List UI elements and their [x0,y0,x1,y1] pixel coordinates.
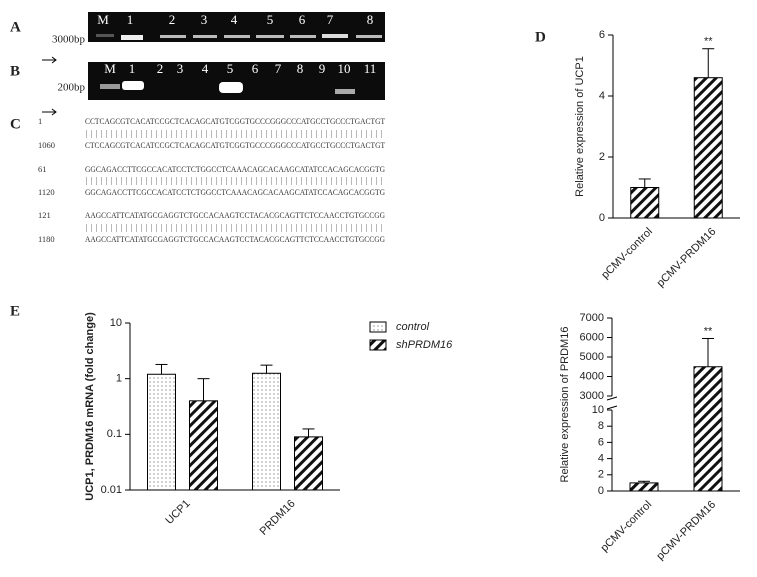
lane-label: 8 [367,12,374,27]
lane-label: 7 [275,61,282,76]
y-tick-label: 0 [598,485,604,497]
lane-label: 2 [169,12,176,27]
y-tick-label: 0 [599,212,605,224]
lane-label: 8 [297,61,304,76]
y-tick-label: 6 [598,436,604,448]
gel-b-bands [100,81,355,94]
error-bar [155,363,168,375]
position: 1180 [38,234,55,244]
position: 61 [38,164,47,174]
sequence: AAGCCATTCATATGCGAGGTCTGCCACAAGTCCTACACGC… [85,210,385,220]
y-tick-label: 2 [599,151,605,163]
sequence: GGCAGACCTTCGCCACATCCTCTGGCCTCAAACAGCACAA… [85,164,385,174]
legend-swatch [369,321,387,333]
error-bar [638,178,651,188]
y-tick-label: 0.01 [101,484,122,496]
lane-label: 3 [177,61,184,76]
lane-label: 4 [202,61,209,76]
lane-label: M [104,61,116,76]
panel-label: E [10,303,20,319]
lane-label: 1 [129,61,136,76]
panel-label: A [10,19,21,35]
y-axis-label: Relative expression of UCP1 [574,56,586,197]
lane-label: 2 [157,61,164,76]
y-axis-label: Relative expression of PRDM16 [559,327,571,483]
y-tick-label: 4 [598,453,604,465]
lane-label: 1 [127,12,134,27]
y-tick-label: 2 [598,469,604,481]
axis-break [606,405,618,410]
sequence: CCTCAGCGTCACATCCGCTCACAGCATGTCGGTGCCCGGG… [85,116,386,126]
lane-label: 10 [338,61,351,76]
y-axis-label: UCP1, PRDM16 mRNA (fold change) [84,312,96,501]
error-bar [638,480,650,483]
x-tick-label: UCP1 [163,498,192,527]
x-tick-label: pCMV-control [599,499,655,555]
y-tick-label: 4000 [580,370,604,382]
x-tick-label: pCMV-control [599,226,655,282]
arrows [42,56,57,116]
lane-label: 4 [231,12,238,27]
lane-label: 6 [252,61,259,76]
y-tick-label: 6000 [580,331,604,343]
bar [294,436,323,491]
x-tick-label: pCMV-PRDM16 [654,499,718,563]
bar [147,373,176,491]
y-tick-label: 0.1 [107,428,122,440]
bar [629,482,659,492]
y-tick-label: 10 [592,404,604,416]
x-tick-label: pCMV-PRDM16 [655,226,719,290]
position: 121 [38,210,51,220]
error-bar [260,364,273,374]
legend-swatch [369,339,387,351]
sequence: CTCCAGCGTCACATCCGCTCACAGCATGTCGGTGCCCGGG… [85,140,386,150]
lane-label: 3 [201,12,208,27]
significance: ** [704,325,713,337]
lane-label: M [97,12,109,27]
x-tick-label: PRDM16 [258,498,298,538]
bar [693,77,723,219]
y-tick-label: 6 [599,29,605,41]
y-tick-label: 8 [598,420,604,432]
lane-label: 5 [227,61,234,76]
size-label: 3000bp [52,34,86,46]
y-tick-label: 7000 [580,312,604,324]
panel-label: C [10,116,21,132]
legend-label: shPRDM16 [396,339,453,351]
lane-label: 6 [299,12,306,27]
sequence: GGCAGACCTTCGCCACATCCTCTGGCCTCAAACAGCACAA… [85,187,385,197]
error-bar [197,378,210,401]
error-bar [702,337,714,367]
lane-label: 7 [327,12,334,27]
sequence: AAGCCATTCATATGCGAGGTCTGCCACAAGTCCTACACGC… [85,234,385,244]
y-tick-label: 5000 [580,351,604,363]
position: 1060 [38,140,55,150]
lane-label: 5 [267,12,274,27]
position: 1120 [38,187,55,197]
y-tick-label: 4 [599,90,605,102]
axis-break [606,396,618,401]
legend-label: control [396,321,430,333]
error-bar [302,428,315,437]
y-tick-label: 3000 [580,390,604,402]
bar [252,372,281,491]
gel-a-bands [96,34,382,40]
bar [189,400,218,491]
significance: ** [704,36,713,48]
size-label: 200bp [58,82,86,94]
lane-label: 9 [319,61,326,76]
lane-label: 11 [364,61,377,76]
error-bar [702,48,715,78]
y-tick-label: 1 [116,373,122,385]
position: 1 [38,116,42,126]
y-tick-label: 10 [110,317,122,329]
panel-label: B [10,63,20,79]
bar [630,187,660,219]
panel-label: D [535,29,546,45]
bar [693,366,723,492]
